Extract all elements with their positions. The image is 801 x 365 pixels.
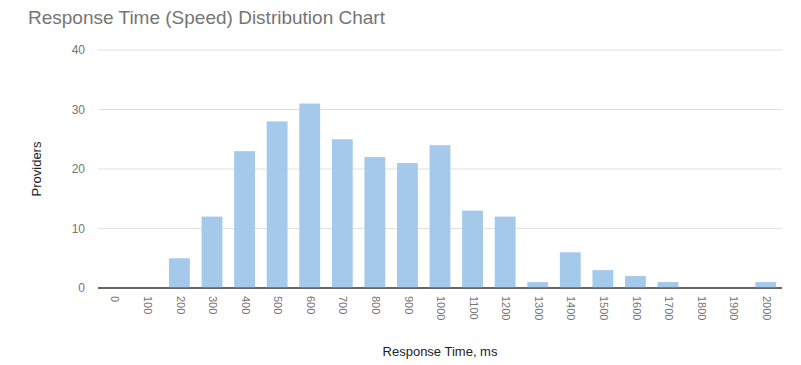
x-tick-label: 700 xyxy=(337,296,349,314)
x-tick-label: 1600 xyxy=(631,296,643,320)
bar xyxy=(234,151,255,288)
x-tick-label: 400 xyxy=(240,296,252,314)
bar xyxy=(560,252,581,288)
bar xyxy=(495,217,516,288)
bar xyxy=(430,145,451,288)
x-tick-label: 900 xyxy=(403,296,415,314)
bar xyxy=(397,163,418,288)
x-tick-label: 600 xyxy=(305,296,317,314)
bar xyxy=(658,282,679,288)
x-tick-label: 200 xyxy=(175,296,187,314)
y-tick-label: 40 xyxy=(72,43,86,57)
x-tick-label: 1800 xyxy=(696,296,708,320)
bar xyxy=(364,157,385,288)
bar xyxy=(332,139,353,288)
bar xyxy=(625,276,646,288)
x-tick-label: 500 xyxy=(272,296,284,314)
bar xyxy=(755,282,776,288)
x-tick-label: 1000 xyxy=(435,296,447,320)
y-tick-label: 20 xyxy=(72,162,86,176)
y-axis-label: Providers xyxy=(29,141,44,196)
x-tick-label: 2000 xyxy=(761,296,773,320)
y-tick-label: 30 xyxy=(72,103,86,117)
bar xyxy=(527,282,548,288)
x-tick-label: 1900 xyxy=(728,296,740,320)
chart-svg: Response Time (Speed) Distribution Chart… xyxy=(0,0,801,365)
bar xyxy=(592,270,613,288)
bar xyxy=(169,258,190,288)
x-tick-label: 1200 xyxy=(500,296,512,320)
x-tick-label: 1300 xyxy=(533,296,545,320)
grid-line xyxy=(98,50,782,51)
chart-container: Response Time (Speed) Distribution Chart… xyxy=(0,0,801,365)
bar xyxy=(202,217,223,288)
baseline xyxy=(98,288,782,289)
bar xyxy=(267,121,288,288)
title: Response Time (Speed) Distribution Chart xyxy=(28,7,386,28)
x-tick-label: 800 xyxy=(370,296,382,314)
x-tick-label: 1100 xyxy=(468,296,480,320)
x-tick-label: 1400 xyxy=(565,296,577,320)
x-axis-label: Response Time, ms xyxy=(383,344,498,359)
y-tick-label: 0 xyxy=(78,281,85,295)
bar xyxy=(299,104,320,288)
x-tick-label: 1500 xyxy=(598,296,610,320)
x-tick-label: 0 xyxy=(109,296,121,302)
bars xyxy=(169,104,776,288)
axis-line xyxy=(98,288,782,289)
bar xyxy=(462,211,483,288)
x-tick-label: 300 xyxy=(207,296,219,314)
y-tick-label: 10 xyxy=(72,222,86,236)
x-tick-label: 100 xyxy=(142,296,154,314)
x-tick-label: 1700 xyxy=(663,296,675,320)
grid-line xyxy=(98,109,782,110)
